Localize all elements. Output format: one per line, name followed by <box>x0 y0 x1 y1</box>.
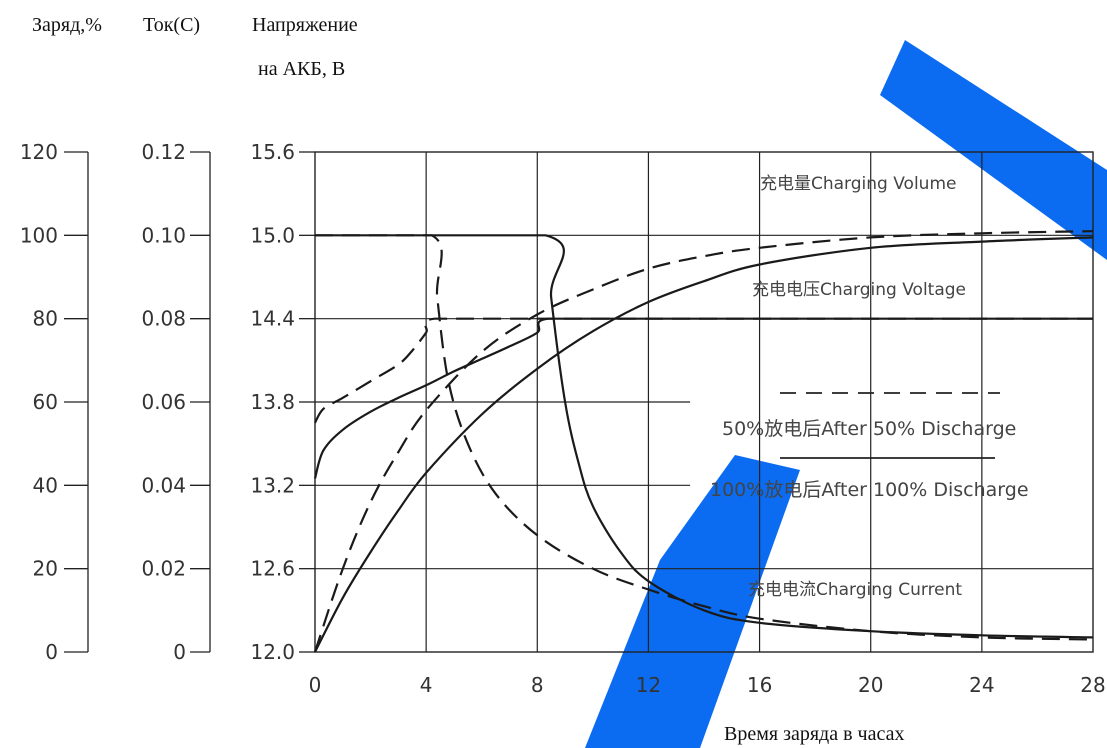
x-axis-title: Время заряда в часах <box>724 723 904 745</box>
series-line-voltage-after-50 <box>314 317 1093 424</box>
voltage-tick-label: 13.2 <box>250 473 295 497</box>
legend-after-50-discharge: 50%放电后After 50% Discharge <box>722 418 1016 440</box>
charge-tick-label: 60 <box>33 390 58 414</box>
annotation-charging-volume: 充电量Charging Volume <box>760 174 956 194</box>
current-tick-label: 0.12 <box>141 140 186 164</box>
voltage-tick-label: 13.8 <box>250 390 295 414</box>
x-tick-label: 20 <box>858 673 883 697</box>
watermark <box>585 40 1107 748</box>
voltage-tick-label: 12.6 <box>250 557 295 581</box>
x-tick-label: 12 <box>636 673 661 697</box>
x-tick-label: 28 <box>1080 673 1105 697</box>
annotation-charging-voltage: 充电电压Charging Voltage <box>752 280 966 300</box>
current-tick-label: 0.10 <box>141 223 186 247</box>
charge-tick-label: 20 <box>33 557 58 581</box>
current-tick-label: 0.04 <box>141 473 186 497</box>
annotation-charging-current: 充电电流Charging Current <box>748 580 962 600</box>
watermark-stripe-lower <box>585 455 800 748</box>
series-lines <box>313 230 1094 653</box>
x-tick-label: 24 <box>969 673 994 697</box>
charge-tick-label: 120 <box>20 140 58 164</box>
x-tick-label: 4 <box>420 673 433 697</box>
voltage-tick-label: 12.0 <box>250 640 295 664</box>
voltage-tick-label: 14.4 <box>250 307 295 331</box>
voltage-axis-title-line2: на АКБ, В <box>258 58 345 80</box>
current-tick-label: 0.06 <box>141 390 186 414</box>
series-line-current-after-50 <box>315 234 1094 641</box>
x-tick-label: 8 <box>531 673 544 697</box>
series-line-current-after-100 <box>315 234 1094 639</box>
x-tick-label: 16 <box>747 673 772 697</box>
legend-after-100-discharge: 100%放电后After 100% Discharge <box>710 479 1029 501</box>
axes <box>64 151 315 653</box>
charge-tick-label: 100 <box>20 223 58 247</box>
watermark-stripe-upper <box>880 40 1107 260</box>
voltage-axis-title-line1: Напряжение <box>252 14 358 36</box>
current-axis-title: Ток(С) <box>143 14 200 36</box>
series-line-volume-after-100 <box>314 236 1094 653</box>
tick-labels: 0 4 8 12 16 20 24 28 15.6 15.0 14.4 13.8 13.2 12.6 12.… <box>20 140 1106 697</box>
voltage-tick-label: 15.0 <box>250 223 295 247</box>
series-line-volume-after-50 <box>313 230 1094 653</box>
current-tick-label: 0.02 <box>141 557 186 581</box>
charge-tick-label: 40 <box>33 473 58 497</box>
annotations: 充电量Charging Volume 充电电压Charging Voltage … <box>710 174 1029 600</box>
charge-tick-label: 80 <box>33 307 58 331</box>
series-line-voltage-after-100 <box>313 317 1093 479</box>
current-tick-label: 0.08 <box>141 307 186 331</box>
charge-tick-label: 0 <box>45 640 58 664</box>
x-tick-label: 0 <box>309 673 322 697</box>
current-tick-label: 0 <box>173 640 186 664</box>
charge-axis-title: Заряд,% <box>32 14 102 36</box>
voltage-tick-label: 15.6 <box>250 140 295 164</box>
